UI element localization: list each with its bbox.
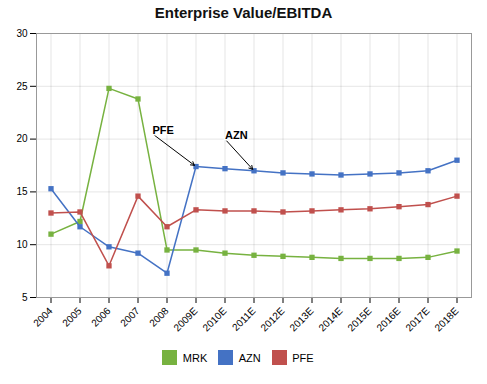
svg-text:10: 10 [16, 239, 28, 250]
svg-text:PFE: PFE [153, 124, 174, 136]
svg-text:2005: 2005 [60, 305, 84, 329]
svg-text:AZN: AZN [225, 129, 248, 141]
svg-text:2007: 2007 [118, 305, 142, 329]
svg-text:5: 5 [22, 292, 28, 303]
svg-text:2018E: 2018E [432, 305, 460, 333]
svg-text:2004: 2004 [31, 305, 55, 329]
svg-text:2014E: 2014E [316, 305, 344, 333]
svg-text:2006: 2006 [89, 305, 113, 329]
svg-text:2017E: 2017E [403, 305, 431, 333]
svg-text:2009E: 2009E [171, 305, 199, 333]
svg-text:2015E: 2015E [345, 305, 373, 333]
svg-text:2010E: 2010E [200, 305, 228, 333]
svg-text:25: 25 [16, 81, 28, 92]
html-text:MRK: MRK [182, 351, 208, 364]
svg-text:2011E: 2011E [230, 305, 258, 333]
html-text:PFE: PFE [292, 351, 314, 364]
html-text:Enterprise Value/EBITDA: Enterprise Value/EBITDA [154, 4, 333, 21]
svg-text:20: 20 [16, 133, 28, 144]
svg-text:2013E: 2013E [287, 305, 315, 333]
svg-text:30: 30 [16, 28, 28, 39]
svg-text:2008: 2008 [147, 305, 171, 329]
svg-text:2016E: 2016E [374, 305, 402, 333]
svg-text:2012E: 2012E [258, 305, 286, 333]
svg-text:15: 15 [16, 186, 28, 197]
html-text:AZN: AZN [238, 351, 261, 364]
